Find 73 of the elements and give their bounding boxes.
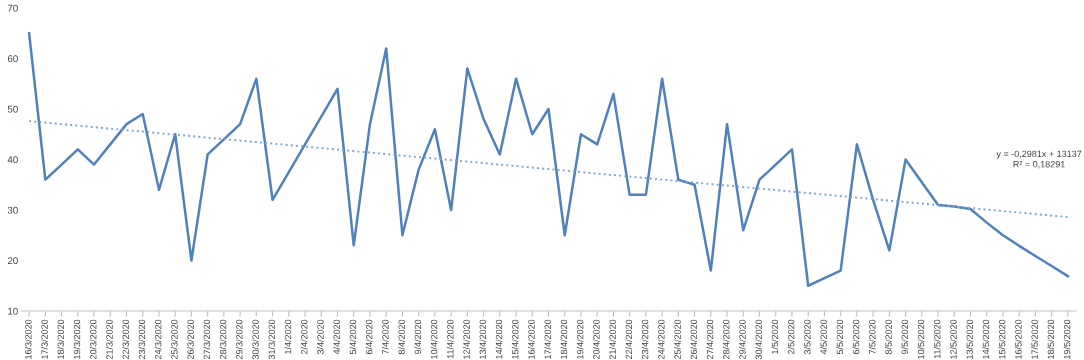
x-tick-label: 17/4/2020 (544, 319, 551, 359)
x-tick-label: 30/3/2020 (252, 319, 259, 360)
x-tick-label: 13/4/2020 (479, 319, 486, 359)
x-tick-label: 2/4/2020 (300, 319, 308, 355)
x-tick-label: 19/3/2020 (73, 319, 81, 359)
x-tick-label: 9/4/2020 (414, 319, 422, 355)
x-tick-label: 10/4/2020 (430, 319, 438, 359)
x-tick-label: 14/4/2020 (495, 319, 503, 359)
x-tick-label: 15/5/2020 (998, 319, 1006, 359)
x-tick-label: 7/4/2020 (381, 319, 389, 355)
x-tick-label: 21/4/2020 (609, 319, 616, 360)
y-tick-label: 70 (7, 4, 18, 12)
x-tick-label: 28/4/2020 (722, 319, 730, 360)
x-tick-label: 25/3/2020 (170, 319, 178, 360)
x-tick-label: 8/5/2020 (885, 319, 892, 355)
x-tick-label: 14/5/2020 (982, 319, 990, 359)
x-tick-label: 6/5/2020 (852, 319, 860, 355)
annotation: y = -0,2981x + 13137 R² = 0,18291 (996, 150, 1082, 169)
x-tick-label: 4/5/2020 (820, 319, 827, 355)
x-tick-label: 24/3/2020 (154, 319, 162, 360)
x-tick-label: 13/5/2020 (966, 319, 973, 359)
x-tick-label: 1/5/2020 (771, 319, 779, 354)
x-tick-label: 10/5/2020 (917, 319, 925, 359)
x-tick-label: 12/5/2020 (950, 319, 957, 359)
x-tick-label: 3/5/2020 (803, 319, 811, 355)
x-tick-label: 6/4/2020 (365, 319, 373, 355)
y-tick-label: 40 (7, 156, 18, 164)
x-tick-label: 9/5/2020 (901, 319, 908, 355)
x-tick-label: 29/3/2020 (235, 319, 243, 360)
x-tick-label: 8/4/2020 (398, 319, 405, 355)
x-tick-label: 22/3/2020 (122, 319, 129, 360)
x-tick-label: 28/3/2020 (219, 319, 227, 360)
x-tick-label: 23/4/2020 (641, 319, 649, 360)
x-tick-label: 16/5/2020 (1014, 319, 1022, 359)
y-tick-label: 60 (7, 55, 18, 63)
x-tick-label: 15/4/2020 (511, 319, 519, 359)
x-tick-label: 17/3/2020 (41, 319, 48, 359)
x-tick-label: 5/5/2020 (836, 319, 844, 355)
x-tick-label: 26/3/2020 (187, 319, 194, 360)
x-tick-label: 11/4/2020 (446, 319, 454, 359)
x-tick-label: 27/3/2020 (203, 319, 211, 360)
x-tick-label: 27/4/2020 (706, 319, 714, 360)
x-tick-label: 4/4/2020 (333, 319, 340, 355)
y-tick-label: 50 (7, 105, 18, 113)
x-tick-label: 20/4/2020 (592, 319, 600, 360)
x-tick-label: 16/3/2020 (24, 319, 32, 359)
x-tick-label: 2/5/2020 (787, 319, 795, 355)
x-tick-label: 21/3/2020 (106, 319, 113, 360)
x-tick-label: 11/5/2020 (933, 319, 941, 359)
x-tick-label: 22/4/2020 (625, 319, 633, 360)
x-tick-label: 3/4/2020 (317, 319, 324, 355)
x-tick-label: 25/4/2020 (674, 319, 681, 360)
x-tick-label: 23/3/2020 (138, 319, 146, 360)
y-tick-label: 30 (7, 206, 18, 214)
x-tick-label: 26/4/2020 (690, 319, 697, 360)
x-tick-label: 17/5/2020 (1031, 319, 1038, 359)
x-tick-label: 12/4/2020 (463, 319, 470, 359)
x-tick-label: 24/4/2020 (657, 319, 665, 360)
x-tick-label: 29/4/2020 (739, 319, 746, 360)
x-tick-label: 18/4/2020 (560, 319, 568, 359)
x-tick-label: 30/4/2020 (755, 319, 762, 360)
x-tick-label: 19/5/2020 (1063, 319, 1071, 359)
y-tick-label: 10 (8, 307, 18, 315)
x-tick-label: 31/3/2020 (268, 319, 275, 360)
x-tick-label: 16/4/2020 (528, 319, 535, 359)
y-tick-label: 20 (7, 257, 18, 265)
x-tick-label: 19/4/2020 (576, 319, 584, 359)
x-tick-label: 20/3/2020 (89, 319, 97, 360)
x-tick-label: 1/4/2020 (284, 319, 292, 354)
x-tick-label: 18/5/2020 (1047, 319, 1055, 359)
x-tick-label: 7/5/2020 (868, 319, 876, 355)
x-tick-label: 5/4/2020 (349, 319, 357, 355)
x-tick-label: 18/3/2020 (57, 319, 64, 359)
